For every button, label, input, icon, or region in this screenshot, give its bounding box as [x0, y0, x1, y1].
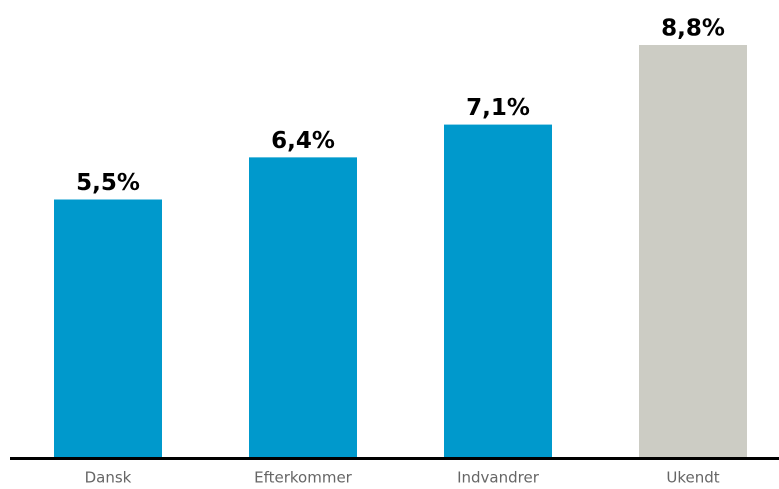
value-label: 7,1%: [466, 95, 530, 121]
bar: [54, 199, 162, 457]
x-tick-label: Indvandrer: [457, 469, 540, 487]
x-tick-label: Dansk: [85, 469, 132, 487]
x-tick-label: Efterkommer: [254, 469, 353, 487]
bar: [639, 45, 747, 457]
value-label: 5,5%: [76, 170, 140, 196]
value-label: 8,8%: [661, 16, 725, 42]
bar: [444, 124, 552, 457]
value-label: 6,4%: [271, 128, 335, 154]
bar: [249, 157, 357, 457]
x-tick-label: Ukendt: [666, 469, 719, 487]
